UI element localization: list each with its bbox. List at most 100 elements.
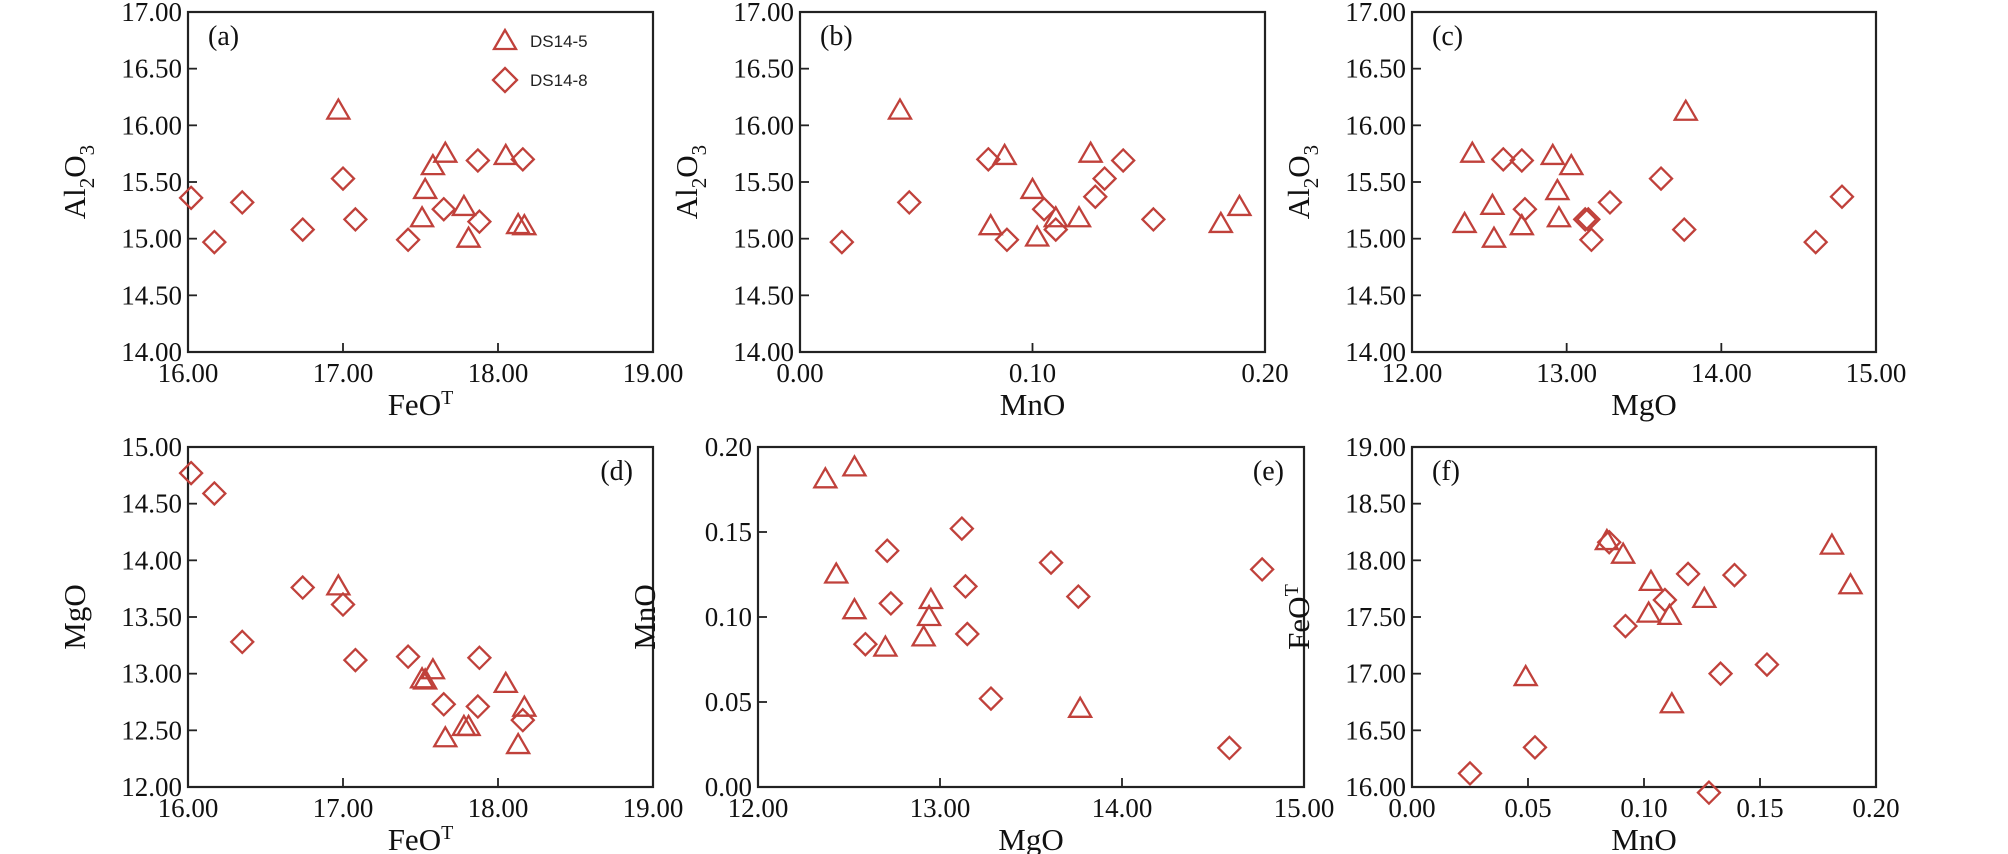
panel-a: 16.00 17.00 18.00 19.00 14.00 14.50 15.00 15.50… xyxy=(57,0,683,422)
data-point-triangle xyxy=(325,573,352,596)
y-tick-label: 14.00 xyxy=(121,545,182,575)
data-point-triangle xyxy=(325,97,352,120)
data-point-diamond xyxy=(1803,229,1829,255)
data-point-diamond xyxy=(1038,549,1064,576)
x-axis-title: FeOT xyxy=(388,822,454,854)
data-point-diamond xyxy=(201,229,227,255)
data-point-triangle xyxy=(812,466,839,489)
data-point-diamond xyxy=(178,460,204,486)
data-point-diamond xyxy=(178,185,204,211)
data-point-triangle xyxy=(917,586,944,610)
data-point-diamond xyxy=(1578,227,1605,253)
data-point-triangle xyxy=(1635,600,1662,623)
plot-frame xyxy=(798,10,1267,354)
data-point-diamond xyxy=(1509,147,1535,174)
data-point-triangle xyxy=(1077,140,1104,163)
data-point-diamond xyxy=(342,206,369,233)
y-axis-title-main: Al xyxy=(669,188,704,219)
y-tick-label: 16.00 xyxy=(1345,110,1406,140)
data-point-diamond xyxy=(878,590,904,617)
data-point-diamond xyxy=(342,647,369,673)
x-tick-label: 0.15 xyxy=(1736,793,1783,823)
x-tick-label: 15.00 xyxy=(1846,358,1907,388)
x-tick-label: 0.00 xyxy=(1388,793,1435,823)
y-axis-title-subscript-2: 3 xyxy=(1299,145,1323,156)
x-tick-label: 18.00 xyxy=(468,358,529,388)
data-point-diamond xyxy=(1596,529,1622,555)
panel-d: 16.00 17.00 18.00 19.00 12.00 12.50 13.00 13.50… xyxy=(57,432,683,854)
x-tick-label: 19.00 xyxy=(623,793,684,823)
data-point-triangle xyxy=(1512,663,1539,687)
data-point-triangle xyxy=(1818,532,1845,555)
series-ds14-8 xyxy=(1490,146,1855,255)
y-tick-label: 14.50 xyxy=(121,489,182,519)
x-axis-title: MgO xyxy=(1611,387,1676,422)
series-ds14-5 xyxy=(812,454,1094,718)
y-axis-title-main: Al xyxy=(57,188,92,219)
x-tick-label: 12.00 xyxy=(728,793,789,823)
y-tick-label: 17.00 xyxy=(733,0,794,27)
data-point-diamond xyxy=(1110,147,1136,174)
plot-frame xyxy=(186,445,655,789)
y-axis-title: FeOT xyxy=(1281,584,1316,650)
data-point-diamond xyxy=(465,693,491,720)
y-axis-title-subscript: 2 xyxy=(1299,178,1323,189)
y-tick-label: 15.00 xyxy=(733,224,794,254)
data-point-triangle xyxy=(450,193,477,217)
data-point-diamond xyxy=(1652,587,1678,613)
legend-label-ds14-8: DS14-8 xyxy=(530,71,588,90)
legend-label-ds14-5: DS14-5 xyxy=(530,32,588,51)
series-ds14-8 xyxy=(829,146,1167,255)
x-tick-label: 0.05 xyxy=(1504,793,1551,823)
data-point-diamond xyxy=(395,644,421,670)
x-tick-label: 14.00 xyxy=(1092,793,1153,823)
y-tick-label: 16.50 xyxy=(121,54,182,84)
data-point-triangle xyxy=(1024,224,1051,247)
x-axis-title-main: MgO xyxy=(998,822,1063,854)
plot-frame xyxy=(186,10,655,354)
y-tick-label: 14.00 xyxy=(1345,337,1406,367)
x-tick-label: 0.00 xyxy=(776,358,823,388)
y-tick-label: 0.20 xyxy=(705,432,752,462)
data-point-diamond xyxy=(829,229,855,255)
y-axis-title-main: Al xyxy=(1281,188,1316,219)
y-axis-title-main: MgO xyxy=(57,584,92,649)
y-tick-label: 0.05 xyxy=(705,687,752,717)
data-point-diamond xyxy=(395,227,421,253)
data-point-triangle xyxy=(1479,192,1506,215)
data-point-triangle xyxy=(455,713,482,737)
data-point-diamond xyxy=(1707,661,1734,687)
data-point-triangle xyxy=(412,176,439,200)
y-tick-label: 15.50 xyxy=(121,167,182,197)
data-point-diamond xyxy=(1216,735,1243,761)
data-point-triangle xyxy=(419,656,446,680)
y-tick-label: 13.50 xyxy=(121,602,182,632)
data-point-triangle xyxy=(1672,98,1699,121)
data-point-triangle xyxy=(872,634,899,657)
data-point-diamond xyxy=(896,189,922,216)
x-tick-label: 13.00 xyxy=(910,793,971,823)
x-tick-label: 0.20 xyxy=(1241,358,1288,388)
data-point-diamond xyxy=(978,685,1004,712)
data-point-diamond xyxy=(994,227,1020,253)
data-point-diamond xyxy=(1082,184,1108,210)
y-axis-title-superscript: T xyxy=(1281,584,1303,596)
y-axis-title-subscript: 2 xyxy=(687,178,711,189)
data-point-diamond xyxy=(290,216,316,243)
plot-frame xyxy=(1410,445,1878,789)
data-point-diamond xyxy=(1829,184,1855,210)
panel-label: (a) xyxy=(208,21,239,52)
x-tick-label: 15.00 xyxy=(1274,793,1335,823)
y-axis-title: Al2O3 xyxy=(669,145,711,219)
x-tick-label: 13.00 xyxy=(1536,358,1597,388)
series-ds14-5 xyxy=(325,573,538,755)
panel-e: 12.00 13.00 14.00 15.00 0.00 0.05 0.10 0.15 0.20… xyxy=(627,432,1334,854)
y-tick-label: 17.00 xyxy=(1345,0,1406,27)
legend: DS14-5 DS14-8 xyxy=(491,27,588,94)
data-point-triangle xyxy=(991,142,1018,166)
y-tick-label: 15.50 xyxy=(733,167,794,197)
data-point-diamond xyxy=(229,189,255,216)
y-tick-label: 18.50 xyxy=(1345,489,1406,519)
data-point-diamond xyxy=(1612,613,1639,639)
